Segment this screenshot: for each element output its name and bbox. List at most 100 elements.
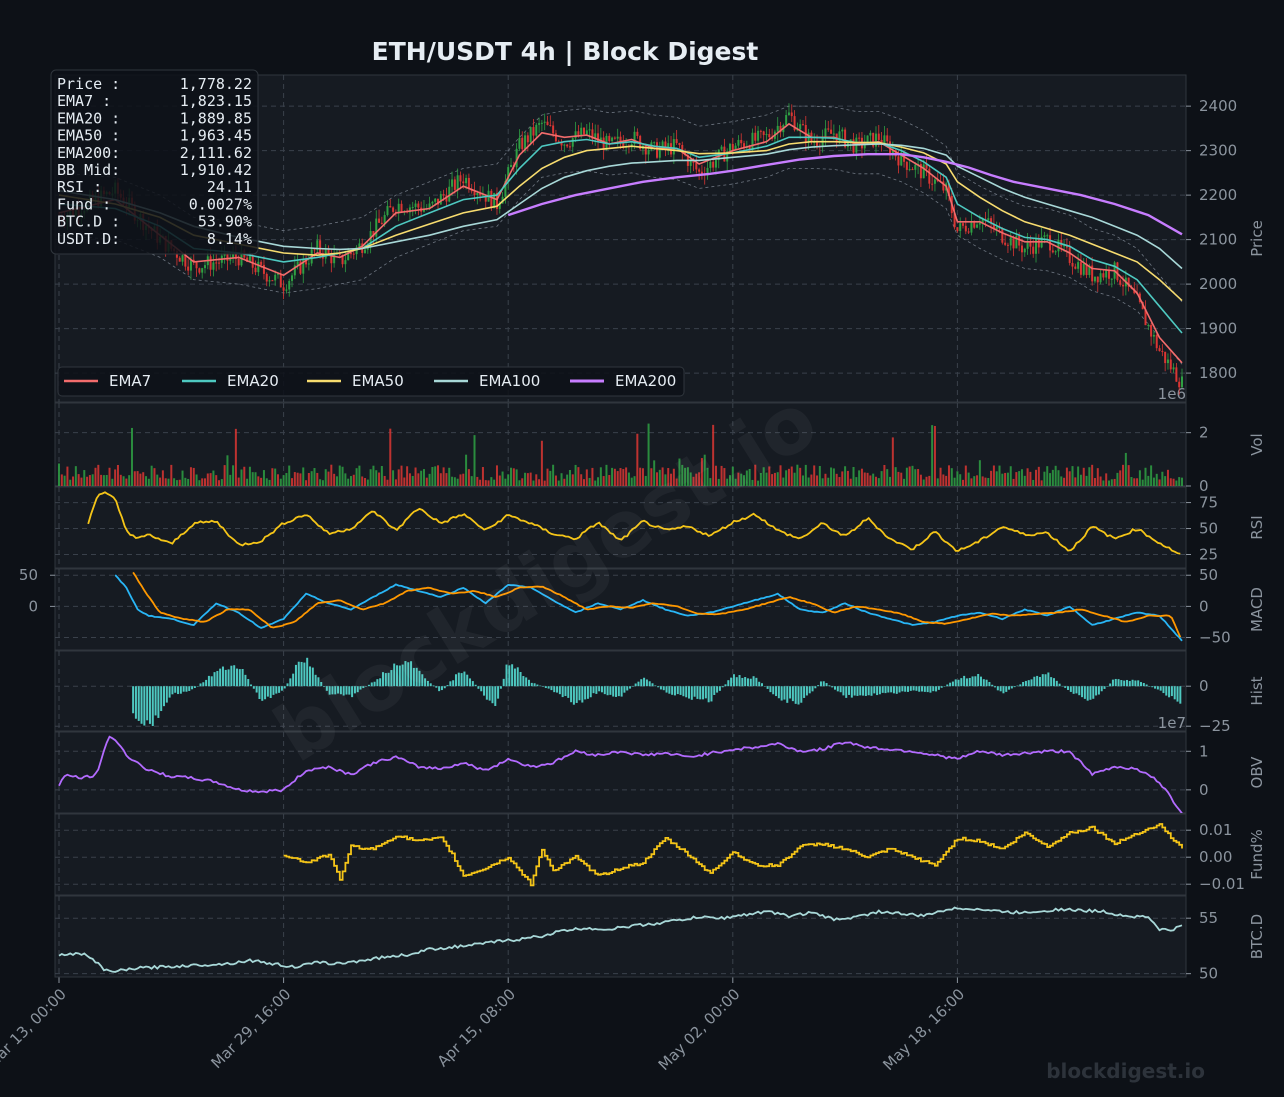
panel-fund: −0.01 0.00 0.01 Fund% xyxy=(54,813,1266,896)
candle-body xyxy=(919,164,922,179)
volume-bar xyxy=(675,478,678,486)
histogram-bar xyxy=(985,679,988,687)
histogram-bar xyxy=(151,686,154,727)
candle-body xyxy=(675,139,678,144)
candle-body xyxy=(928,168,931,184)
histogram-bar xyxy=(1154,686,1157,689)
volume-bar xyxy=(243,466,246,486)
histogram-bar xyxy=(283,686,286,689)
volume-bar xyxy=(554,475,557,486)
histogram-bar xyxy=(921,686,924,692)
candle-body xyxy=(307,263,310,265)
btcd-plot-area xyxy=(58,906,1183,973)
rsi-tick-label: 50 xyxy=(1199,520,1218,538)
volume-bar xyxy=(538,479,541,486)
candle-body xyxy=(442,194,445,196)
histogram-bar xyxy=(1033,676,1036,687)
candle-body xyxy=(215,262,218,264)
volume-bar xyxy=(195,474,198,486)
histogram-bar xyxy=(1081,686,1084,698)
histogram-bar xyxy=(974,676,977,687)
series-line-ema50 xyxy=(58,140,1183,302)
volume-bar xyxy=(1071,466,1074,486)
volume-bar xyxy=(414,467,417,486)
volume-bar xyxy=(237,477,240,486)
histogram-bar xyxy=(1148,685,1151,687)
histogram-bar xyxy=(732,674,735,687)
volume-bar xyxy=(420,470,423,486)
candle-body xyxy=(296,261,299,266)
candle-body xyxy=(1015,235,1018,249)
volume-bar xyxy=(515,469,518,486)
candle-body xyxy=(333,254,336,264)
chart-title: ETH/USDT 4h | Block Digest xyxy=(372,37,759,66)
info-label: Fund : xyxy=(57,195,111,213)
volume-bar xyxy=(291,478,294,486)
volume-bar xyxy=(167,478,170,486)
histogram-bar xyxy=(685,686,688,698)
candle-body xyxy=(647,149,650,155)
histogram-bar xyxy=(331,686,334,695)
candle-body xyxy=(1043,235,1046,237)
candle-body xyxy=(560,141,563,146)
candle-body xyxy=(1093,276,1096,282)
candle-body xyxy=(709,161,712,168)
volume-bar xyxy=(723,468,726,486)
histogram-bar xyxy=(1168,686,1171,698)
legend-label-ema7: EMA7 xyxy=(109,372,151,390)
volume-bar xyxy=(731,466,734,486)
volume-bar xyxy=(262,470,265,486)
volume-bar xyxy=(1018,471,1021,486)
volume-bar xyxy=(625,467,628,486)
candle-body xyxy=(585,130,588,135)
histogram-bar xyxy=(508,665,511,687)
candle-body xyxy=(976,224,979,228)
volume-bar xyxy=(827,477,830,486)
histogram-bar xyxy=(1030,679,1033,687)
candle-body xyxy=(529,127,532,143)
candle-body xyxy=(1012,237,1015,249)
candle-body xyxy=(973,221,976,228)
volume-bar xyxy=(72,476,75,486)
volume-bar xyxy=(928,475,931,486)
candle-body xyxy=(1158,348,1161,352)
histogram-bar xyxy=(404,661,407,687)
volume-bar xyxy=(251,472,254,486)
candle-body xyxy=(484,194,487,202)
volume-bar xyxy=(518,480,521,486)
histogram-bar xyxy=(325,686,328,691)
candle-body xyxy=(978,222,981,225)
volume-bar xyxy=(549,470,552,486)
volume-bar xyxy=(670,473,673,486)
volume-bar xyxy=(481,467,484,486)
candle-body xyxy=(816,141,819,146)
volume-bar xyxy=(681,464,684,486)
histogram-bar xyxy=(497,686,500,699)
candle-body xyxy=(1181,376,1183,388)
histogram-bar xyxy=(438,686,441,692)
histogram-bar xyxy=(1114,678,1117,687)
candle-body xyxy=(268,280,271,282)
histogram-bar xyxy=(721,686,724,688)
histogram-bar xyxy=(690,686,693,700)
candle-body xyxy=(714,160,717,168)
candle-body xyxy=(967,231,970,233)
candle-body xyxy=(602,137,605,151)
volume-tick-label: 2 xyxy=(1199,424,1209,442)
candle-body xyxy=(1063,245,1066,247)
histogram-bar xyxy=(345,686,348,695)
volume-bar xyxy=(91,474,94,486)
volume-bar xyxy=(389,428,392,486)
candle-body xyxy=(372,231,375,237)
histogram-bar xyxy=(887,686,890,693)
histogram-bar xyxy=(353,686,356,694)
candle-body xyxy=(1004,242,1007,245)
histogram-bar xyxy=(440,686,443,691)
volume-bar xyxy=(1006,472,1009,486)
histogram-bar xyxy=(803,686,806,698)
fund-y-label: Fund% xyxy=(1248,829,1266,880)
volume-bar xyxy=(170,464,173,486)
histogram-bar xyxy=(1052,678,1055,687)
histogram-bar xyxy=(171,686,174,695)
volume-bar xyxy=(1057,470,1060,486)
